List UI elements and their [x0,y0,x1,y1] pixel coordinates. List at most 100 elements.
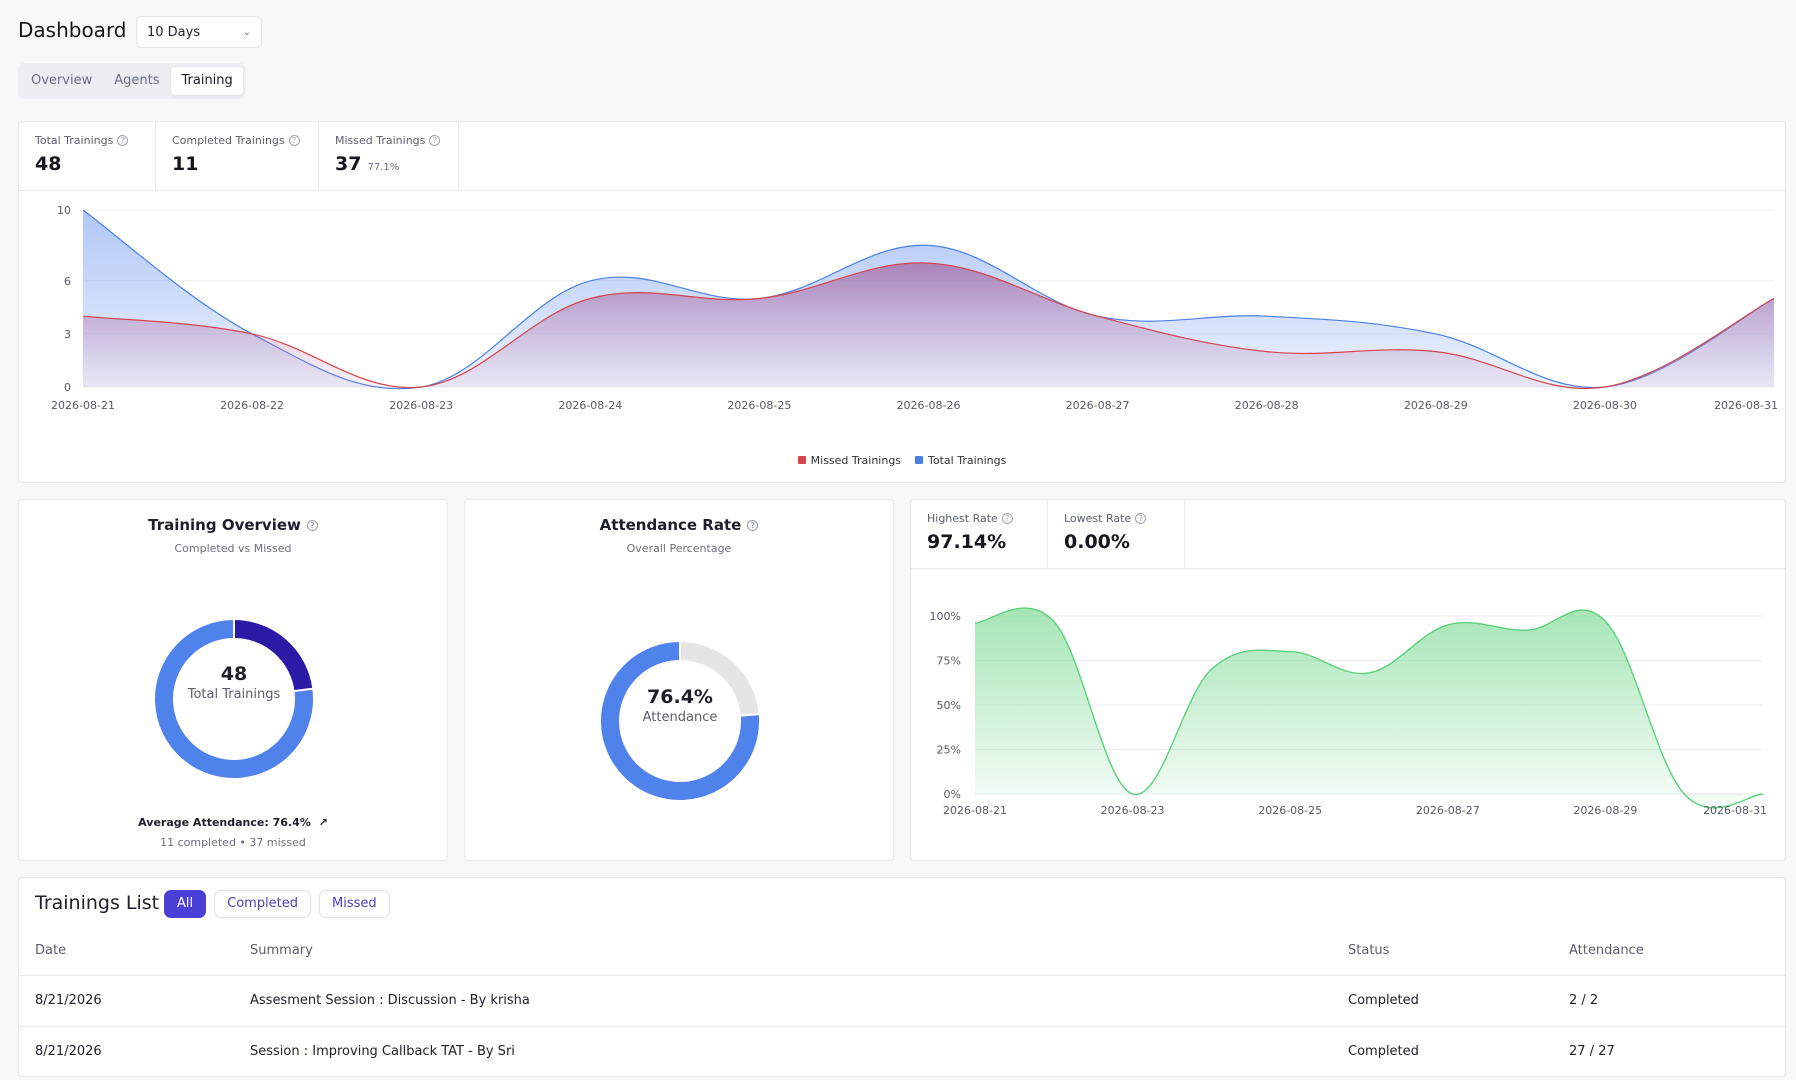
stat-completed-value: 11 [172,153,199,175]
row-status: Completed [1348,993,1419,1008]
stat-missed-pct: 77.1% [367,162,400,173]
stat-missed-value: 37 [335,153,362,175]
x-tick-label: 2026-08-21 [51,399,115,412]
x-tick-label: 2026-08-21 [943,804,1007,817]
x-tick-label: 2026-08-26 [897,399,961,412]
stat-missed-trainings: Missed Trainings? 37 77.1% [319,122,459,190]
highest-rate-value: 97.14% [927,531,1007,553]
row-summary: Assesment Session : Discussion - By kris… [250,993,530,1008]
attendance-center: 76.4% Attendance [580,686,780,725]
y-tick-label: 100% [930,610,961,623]
overview-center-value: 48 [220,663,248,685]
training-trend-chart: 0 3 6 10 2026-08-21 2026-08-22 2026-08-23 2026… [51,204,1778,412]
lowest-rate-value: 0.00% [1064,531,1130,553]
column-attendance[interactable]: Attendance [1569,943,1644,958]
x-tick-label: 2026-08-25 [1258,804,1322,817]
x-tick-label: 2026-08-23 [389,399,453,412]
divider [19,1026,1785,1027]
trainings-list-card: Trainings List All Completed Missed Date… [18,877,1786,1077]
tab-training[interactable]: Training [171,67,243,95]
overview-title: Training Overview [148,516,301,534]
attendance-rate-area [975,608,1763,808]
x-tick-label: 2026-08-27 [1416,804,1480,817]
training-overview-donut [153,617,315,780]
help-icon[interactable]: ? [1001,513,1013,524]
help-icon[interactable]: ? [306,519,318,531]
legend-missed[interactable]: Missed Trainings [797,454,902,467]
overview-breakdown: 11 completed • 37 missed [160,836,306,849]
column-date[interactable]: Date [35,943,67,958]
x-tick-label: 2026-08-23 [1101,804,1165,817]
attendance-center-label: Attendance [642,710,718,725]
y-tick-label: 25% [937,744,961,757]
row-summary: Session : Improving Callback TAT - By Sr… [250,1044,515,1059]
filter-group: All Completed Missed [164,890,390,918]
attendance-center-value: 76.4% [647,686,713,708]
legend-total-label: Total Trainings [928,454,1007,467]
row-status: Completed [1348,1044,1419,1059]
attendance-rate-chart: 100% 75% 50% 25% 0% 2026-08-21 2026-08-23 2026… [930,607,1767,817]
tab-agents[interactable]: Agents [114,73,160,88]
x-tick-label: 2026-08-29 [1573,804,1637,817]
overview-center-label: Total Trainings [187,687,281,702]
help-icon[interactable]: ? [117,135,129,146]
x-tick-label: 2026-08-27 [1066,399,1130,412]
attendance-rate-card: Attendance Rate? Overall Percentage 76.4… [464,499,894,861]
y-tick-label: 0 [64,381,71,394]
attendance-donut [599,639,761,802]
average-attendance: Average Attendance: 76.4% ↗ [19,816,447,829]
row-attendance: 27 / 27 [1569,1044,1615,1059]
donut-completed-slice [233,617,315,693]
range-select[interactable]: 10 Days ⌄ [136,16,262,48]
series-missed-trainings-line [82,262,1775,389]
stat-total-label: Total Trainings [35,134,114,147]
legend-missed-swatch [797,456,806,464]
y-tick-label: 10 [57,204,71,217]
series-missed-trainings-area [83,262,1774,389]
tab-overview[interactable]: Overview [31,73,93,88]
x-tick-label: 2026-08-31 [1714,399,1778,412]
x-tick-label: 2026-08-30 [1573,399,1637,412]
stat-completed-label: Completed Trainings [172,134,285,147]
divider [19,975,1785,976]
column-status[interactable]: Status [1348,943,1390,958]
range-select-value: 10 Days [147,24,201,40]
x-tick-label: 2026-08-25 [727,399,791,412]
donut-attendance-slice [599,639,761,802]
overview-subtitle: Completed vs Missed [174,542,292,555]
y-tick-label: 6 [64,275,71,288]
filter-completed[interactable]: Completed [214,890,312,918]
filter-all[interactable]: All [164,890,207,918]
trend-legend: Missed Trainings Total Trainings [19,454,1785,467]
y-tick-label: 0% [944,788,961,801]
attendance-title: Attendance Rate [599,516,742,534]
row-date: 8/21/2026 [35,1044,102,1059]
stat-total-value: 48 [35,153,62,175]
x-tick-label: 2026-08-22 [220,399,284,412]
trainings-list-title: Trainings List [35,892,160,914]
help-icon[interactable]: ? [1135,513,1147,524]
row-date: 8/21/2026 [35,993,102,1008]
y-tick-label: 3 [64,328,71,341]
x-tick-label: 2026-08-24 [558,399,622,412]
stats-row: Total Trainings? 48 Completed Trainings?… [19,122,1785,191]
stat-total-trainings: Total Trainings? 48 [19,122,156,190]
rate-card: Highest Rate? 97.14% Lowest Rate? 0.00% … [910,499,1786,861]
stat-missed-label: Missed Trainings [335,134,426,147]
attendance-subtitle: Overall Percentage [626,542,732,555]
help-icon[interactable]: ? [429,135,441,146]
legend-total[interactable]: Total Trainings [915,454,1006,467]
average-attendance-text: Average Attendance: 76.4% [138,816,311,829]
help-icon[interactable]: ? [747,519,759,531]
lowest-rate-label: Lowest Rate [1064,512,1132,525]
stat-lowest-rate: Lowest Rate? 0.00% [1048,500,1185,568]
highest-rate-label: Highest Rate [927,512,998,525]
x-tick-label: 2026-08-28 [1235,399,1299,412]
column-summary[interactable]: Summary [250,943,313,958]
help-icon[interactable]: ? [288,135,300,146]
donut-missed-slice [153,617,315,780]
page-title: Dashboard [18,18,127,42]
legend-missed-label: Missed Trainings [810,454,902,467]
filter-missed[interactable]: Missed [319,890,390,918]
attendance-rate-line [974,607,1764,809]
